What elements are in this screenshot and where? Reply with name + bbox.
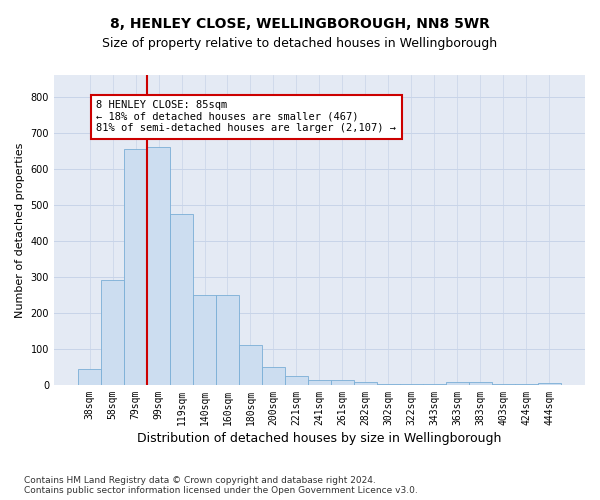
Bar xyxy=(285,376,308,385)
Text: Contains HM Land Registry data © Crown copyright and database right 2024.
Contai: Contains HM Land Registry data © Crown c… xyxy=(24,476,418,495)
Y-axis label: Number of detached properties: Number of detached properties xyxy=(15,142,25,318)
Bar xyxy=(308,380,331,385)
Bar xyxy=(423,384,446,385)
Text: 8, HENLEY CLOSE, WELLINGBOROUGH, NN8 5WR: 8, HENLEY CLOSE, WELLINGBOROUGH, NN8 5WR xyxy=(110,18,490,32)
Text: 8 HENLEY CLOSE: 85sqm
← 18% of detached houses are smaller (467)
81% of semi-det: 8 HENLEY CLOSE: 85sqm ← 18% of detached … xyxy=(97,100,397,134)
Bar xyxy=(239,346,262,385)
Bar xyxy=(469,382,492,385)
Bar xyxy=(147,147,170,385)
Bar xyxy=(101,280,124,385)
Bar xyxy=(124,149,147,385)
X-axis label: Distribution of detached houses by size in Wellingborough: Distribution of detached houses by size … xyxy=(137,432,502,445)
Bar xyxy=(515,384,538,385)
Bar xyxy=(377,384,400,385)
Bar xyxy=(538,383,561,385)
Bar xyxy=(262,367,285,385)
Bar xyxy=(492,384,515,385)
Text: Size of property relative to detached houses in Wellingborough: Size of property relative to detached ho… xyxy=(103,38,497,51)
Bar xyxy=(170,214,193,385)
Bar xyxy=(193,295,216,385)
Bar xyxy=(331,380,354,385)
Bar xyxy=(446,382,469,385)
Bar xyxy=(354,382,377,385)
Bar xyxy=(78,368,101,385)
Bar xyxy=(216,295,239,385)
Bar xyxy=(400,384,423,385)
